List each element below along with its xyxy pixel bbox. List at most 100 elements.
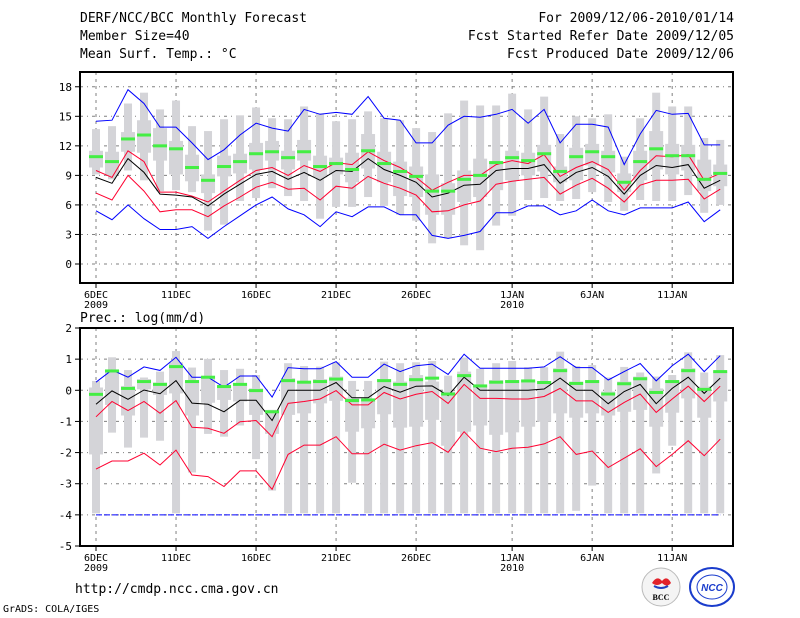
mean-marker — [505, 380, 520, 384]
mean-marker — [329, 162, 344, 166]
y-tick-label: 15 — [59, 110, 72, 123]
whisker-bar — [220, 370, 229, 437]
y-tick-label: 6 — [65, 199, 72, 212]
box — [521, 380, 536, 427]
mean-marker — [233, 160, 248, 164]
mean-marker — [473, 384, 488, 388]
y-tick-label: 12 — [59, 140, 72, 153]
mean-marker — [569, 155, 584, 159]
forecast-period: For 2009/12/06-2010/01/14 — [538, 11, 734, 26]
mean-marker — [313, 380, 328, 384]
median-line — [95, 376, 721, 422]
whisker-bar — [684, 352, 693, 514]
mean-marker — [345, 399, 360, 403]
mean-marker — [201, 178, 216, 182]
y-tick-label: -5 — [59, 540, 72, 553]
box — [473, 158, 488, 198]
whisker-bar — [700, 372, 709, 514]
started-date: Fcst Started Refer Date 2009/12/05 — [467, 29, 734, 44]
mean-marker — [169, 147, 184, 151]
x-year-label: 2010 — [500, 300, 524, 311]
mean-marker — [313, 165, 328, 169]
mean-marker — [105, 369, 120, 373]
member-size: Member Size=40 — [80, 29, 190, 44]
mean-marker — [137, 380, 152, 384]
mean-marker — [457, 177, 472, 181]
svg-text:BCC: BCC — [653, 593, 670, 602]
box — [409, 375, 424, 427]
x-tick-label: 11JAN — [657, 553, 687, 564]
mean-marker — [537, 381, 552, 384]
mean-marker — [89, 155, 104, 159]
box — [281, 150, 296, 170]
y-tick-label: -3 — [59, 478, 72, 491]
box — [697, 159, 712, 192]
inner-upper-line — [95, 150, 721, 203]
box — [137, 379, 152, 390]
mean-marker — [601, 155, 616, 159]
box — [585, 143, 600, 166]
whisker-bar — [620, 366, 629, 514]
mean-marker — [713, 370, 728, 374]
mean-marker — [185, 380, 200, 384]
mean-marker — [361, 149, 376, 153]
mean-marker — [425, 189, 440, 193]
mean-marker — [153, 144, 168, 148]
website-url: http://cmdp.ncc.cma.gov.cn — [75, 582, 279, 597]
box — [345, 397, 360, 432]
box — [89, 387, 104, 455]
mean-marker — [617, 180, 632, 184]
box — [361, 400, 376, 429]
mean-marker — [585, 150, 600, 154]
whisker-bar — [268, 409, 277, 491]
box — [681, 144, 696, 171]
whisker-bar — [508, 361, 517, 514]
mean-marker — [521, 379, 536, 383]
box — [425, 174, 440, 215]
mean-marker — [169, 365, 184, 369]
mean-marker — [425, 376, 440, 380]
x-year-label: 2010 — [500, 563, 524, 574]
box — [489, 380, 504, 435]
mean-marker — [553, 369, 568, 373]
logos: BCC NCC — [641, 567, 735, 607]
box — [393, 161, 408, 197]
box — [233, 153, 248, 174]
mean-marker — [665, 154, 680, 158]
mean-marker — [537, 152, 552, 156]
mean-marker — [153, 382, 168, 386]
x-tick-label: 16DEC — [241, 553, 271, 564]
whisker-bar — [636, 372, 645, 514]
mean-marker — [249, 389, 264, 393]
whisker-bar — [412, 362, 421, 514]
mean-marker — [473, 173, 488, 177]
x-tick-label: 6JAN — [580, 553, 604, 564]
mean-marker — [265, 150, 280, 154]
whisker-bar — [364, 380, 373, 514]
box — [649, 388, 664, 427]
whisker-bar — [460, 357, 469, 514]
whisker-bar — [284, 363, 293, 514]
mean-marker — [697, 387, 712, 391]
mean-marker — [457, 374, 472, 378]
box — [553, 368, 568, 414]
x-year-label: 2009 — [84, 300, 108, 311]
mean-marker — [281, 156, 296, 160]
mean-marker — [409, 378, 424, 382]
box — [249, 388, 264, 415]
box — [345, 152, 360, 183]
bcc-logo: BCC — [641, 567, 681, 607]
mean-marker — [377, 379, 392, 383]
x-tick-label: 6DEC — [84, 553, 108, 564]
box — [217, 384, 232, 400]
whisker-bar — [316, 366, 325, 514]
box — [249, 142, 264, 170]
svg-text:NCC: NCC — [701, 583, 723, 594]
mean-marker — [697, 177, 712, 181]
whisker-bar — [524, 367, 533, 514]
box — [233, 383, 248, 402]
mean-marker — [281, 379, 296, 383]
median-line — [95, 157, 721, 207]
box — [681, 368, 696, 399]
